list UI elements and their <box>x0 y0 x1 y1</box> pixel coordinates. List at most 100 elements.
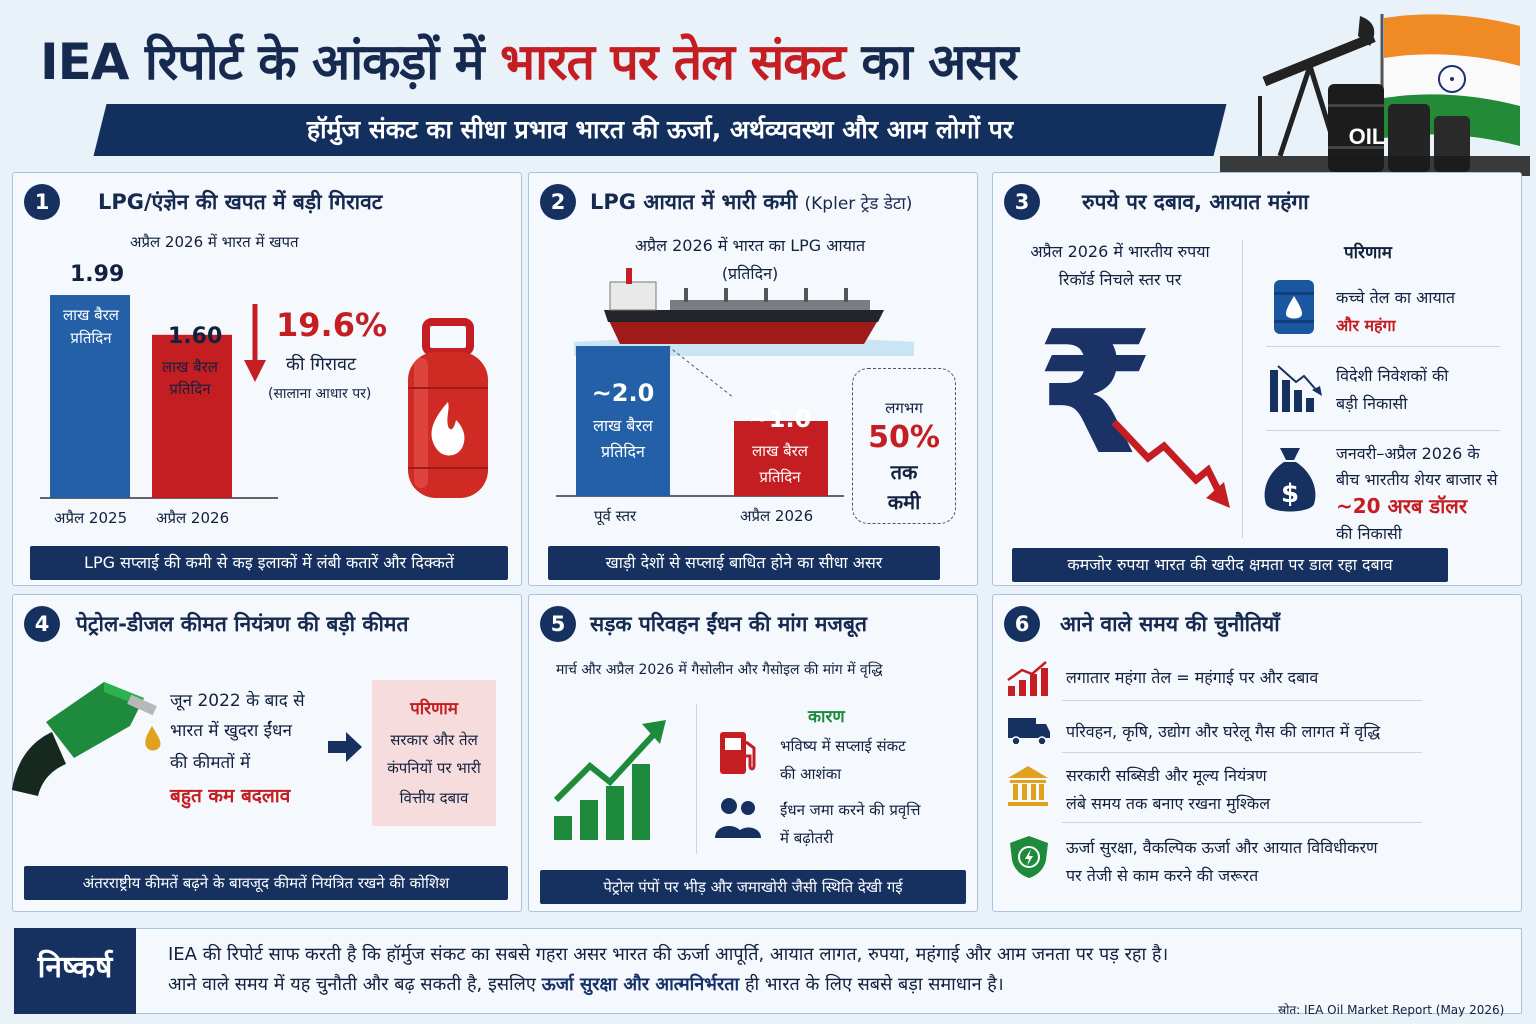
panel1-title: LPG/एंज्ञेन की खपत में बड़ी गिरावट <box>98 190 383 214</box>
panel6-sep1 <box>1062 700 1422 701</box>
panel3-sep2 <box>1266 430 1500 431</box>
conclusion-line2: आने वाले समय में यह चुनौती और बढ़ सकती ह… <box>168 972 1004 996</box>
panel3-item3-line3: ~20 अरब डॉलर <box>1336 494 1468 518</box>
declining-bars-icon <box>1270 365 1322 412</box>
energy-shield-icon <box>1010 836 1048 878</box>
panel4-result-heading: परिणाम <box>410 699 458 719</box>
rupee-icon: ₹ <box>1036 295 1155 493</box>
page-subtitle: हॉर्मुज संकट का सीधा प्रभाव भारत की ऊर्ज… <box>306 115 1014 144</box>
chart-bar-2 <box>734 421 828 496</box>
fuel-nozzle-icon <box>12 682 161 796</box>
people-icon <box>715 798 761 838</box>
panel4-result-line2: कंपनियों पर भारी <box>387 759 481 777</box>
panel3-item1-line2: और महंगा <box>1336 316 1396 335</box>
panel3-banner: कमजोर रुपया भारत की खरीद क्षमता पर डाल र… <box>1012 548 1448 582</box>
panel2-callout <box>852 368 956 524</box>
panel4-text-line2: भारत में खुदरा ईंधन <box>170 721 292 741</box>
chart-bar-1 <box>576 346 670 496</box>
panel6-sep3 <box>1062 822 1422 823</box>
panel4-number: 4 <box>24 606 60 642</box>
panel6-item3-line2: लंबे समय तक बनाए रखना मुश्किल <box>1066 794 1271 813</box>
panel5-reasons-heading: कारण <box>808 707 845 727</box>
panel2-callout-top: लगभग <box>885 399 923 417</box>
panel1-number: 1 <box>24 184 60 220</box>
panel1-bar2-value: 1.60 <box>168 324 223 349</box>
fuel-pump-icon <box>720 732 756 774</box>
panel3-item3-line2: बीच भारतीय शेयर बाजार से <box>1336 470 1498 489</box>
panel3-number: 3 <box>1004 184 1040 220</box>
oil-label: OIL <box>1349 124 1386 149</box>
panel5-reason2-line1: ईंधन जमा करने की प्रवृत्ति <box>780 801 921 819</box>
panel2-bar1-value: ~2.0 <box>591 379 655 407</box>
panel-future-challenges <box>992 594 1522 912</box>
conclusion-line1: IEA की रिपोर्ट साफ करती है कि हॉर्मुज सं… <box>168 944 1169 965</box>
panel6-item3-line1: सरकारी सब्सिडी और मूल्य नियंत्रण <box>1066 766 1267 785</box>
title-part1: IEA रिपोर्ट के आंकड़ों में <box>40 33 485 91</box>
oil-pump-flag-illustration: OIL <box>1220 14 1530 176</box>
panel1-change-note: (सालाना आधार पर) <box>268 386 372 402</box>
truck-icon <box>1008 718 1050 746</box>
panel6-item4-line1: ऊर्जा सुरक्षा, वैकल्पिक ऊर्जा और आयात वि… <box>1066 838 1378 857</box>
panel3-item3-line4: की निकासी <box>1336 524 1402 543</box>
conclusion-line2-part2: ही भारत के लिए सबसे बड़ा समाधान है। <box>744 974 1004 995</box>
panel4-text-line1: जून 2022 के बाद से <box>170 691 305 711</box>
rising-chart-icon <box>1007 661 1048 696</box>
panel3-divider <box>1242 240 1243 538</box>
panel5-title: सड़क परिवहन ईंधन की मांग मजबूत <box>590 612 867 636</box>
panel2-bar1-category: पूर्व स्तर <box>594 507 637 525</box>
panel2-subtitle-line2: (प्रतिदिन) <box>721 264 779 283</box>
panel1-bar1-unit: लाख बैरल प्रतिदिन <box>63 306 119 347</box>
conclusion-label: निष्कर्ष <box>14 928 136 1014</box>
panel4-text-line4: बहुत कम बदलाव <box>170 785 291 807</box>
panel2-callout-line2: कमी <box>887 490 921 514</box>
chart-bar-2 <box>152 334 232 498</box>
money-bag-icon: $ <box>1264 448 1316 512</box>
panel2-bar1-unit-line1: लाख बैरल <box>593 416 653 435</box>
panel1-change-label: की गिरावट <box>286 354 357 375</box>
panel3-title: रुपये पर दबाव, आयात महंगा <box>1082 190 1309 214</box>
panel3-sep1 <box>1266 346 1500 347</box>
growth-chart-icon <box>553 720 666 840</box>
panel2-connector <box>667 345 735 399</box>
government-building-icon <box>1008 766 1048 806</box>
panel4-text-line3: की कीमतों में <box>170 753 251 773</box>
panel6-item4-line2: पर तेजी से काम करने की जरूरत <box>1066 866 1259 885</box>
down-arrow-icon <box>244 304 266 382</box>
panel2-title: LPG आयात में भारी कमी (Kpler ट्रेड डेटा) <box>590 188 912 216</box>
panel1-bar1-category: अप्रैल 2025 <box>54 509 128 527</box>
conclusion-line2-part1: आने वाले समय में यह चुनौती और बढ़ सकती ह… <box>168 974 536 995</box>
panel5-reason2-line2: में बढ़ोतरी <box>780 829 834 847</box>
conclusion-box <box>14 928 1522 1014</box>
panel2-callout-line1: तक <box>890 460 918 484</box>
lpg-tanker-ship-icon <box>574 268 914 356</box>
panel3-results-heading: परिणाम <box>1344 243 1392 263</box>
right-arrow-icon <box>328 732 362 762</box>
oil-drop-barrel-icon <box>1274 280 1314 334</box>
panel2-bar-chart <box>556 345 844 497</box>
panel5-reason1-line1: भविष्य में सप्लाई संकट <box>780 737 906 755</box>
panel2-bar2-value: ~1.0 <box>748 405 812 433</box>
panel3-left-line2: रिकॉर्ड निचले स्तर पर <box>1058 270 1182 289</box>
panel2-bar2-unit-line1: लाख बैरल <box>752 442 808 460</box>
falling-arrow-icon <box>1111 419 1230 508</box>
title-part3: का असर <box>861 33 1018 91</box>
panel3-item3-line1: जनवरी–अप्रैल 2026 के <box>1336 444 1480 463</box>
panel3-left-line1: अप्रैल 2026 में भारतीय रुपया <box>1030 242 1210 261</box>
chart-bar-1 <box>50 295 130 498</box>
panel5-reason1-line2: की आशंका <box>780 765 842 783</box>
panel2-number: 2 <box>540 184 576 220</box>
gas-cylinder-icon <box>408 318 488 498</box>
money-symbol: $ <box>1281 479 1299 509</box>
conclusion-highlight: ऊर्जा सुरक्षा और आत्मनिर्भरता <box>541 974 740 995</box>
panel2-bar2-category: अप्रैल 2026 <box>740 507 814 525</box>
panel1-bar2-unit: लाख बैरल प्रतिदिन <box>162 358 218 398</box>
panel3-item2-line2: बड़ी निकासी <box>1336 394 1408 413</box>
panel3-item2-line1: विदेशी निवेशकों की <box>1336 366 1449 385</box>
panel4-result-box <box>372 680 496 826</box>
panel1-change-value: 19.6% <box>276 306 388 344</box>
panel4-result-line1: सरकार और तेल <box>390 731 478 749</box>
panel4-banner: अंतरराष्ट्रीय कीमतें बढ़ने के बावजूद कीम… <box>24 866 508 900</box>
source-note: स्रोत: IEA Oil Market Report (May 2026) <box>1278 1003 1505 1017</box>
panel2-subtitle-line1: अप्रैल 2026 में भारत का LPG आयात <box>634 236 866 255</box>
panel6-item1-line1: लगातार महंगा तेल = महंगाई पर और दबाव <box>1066 668 1319 687</box>
